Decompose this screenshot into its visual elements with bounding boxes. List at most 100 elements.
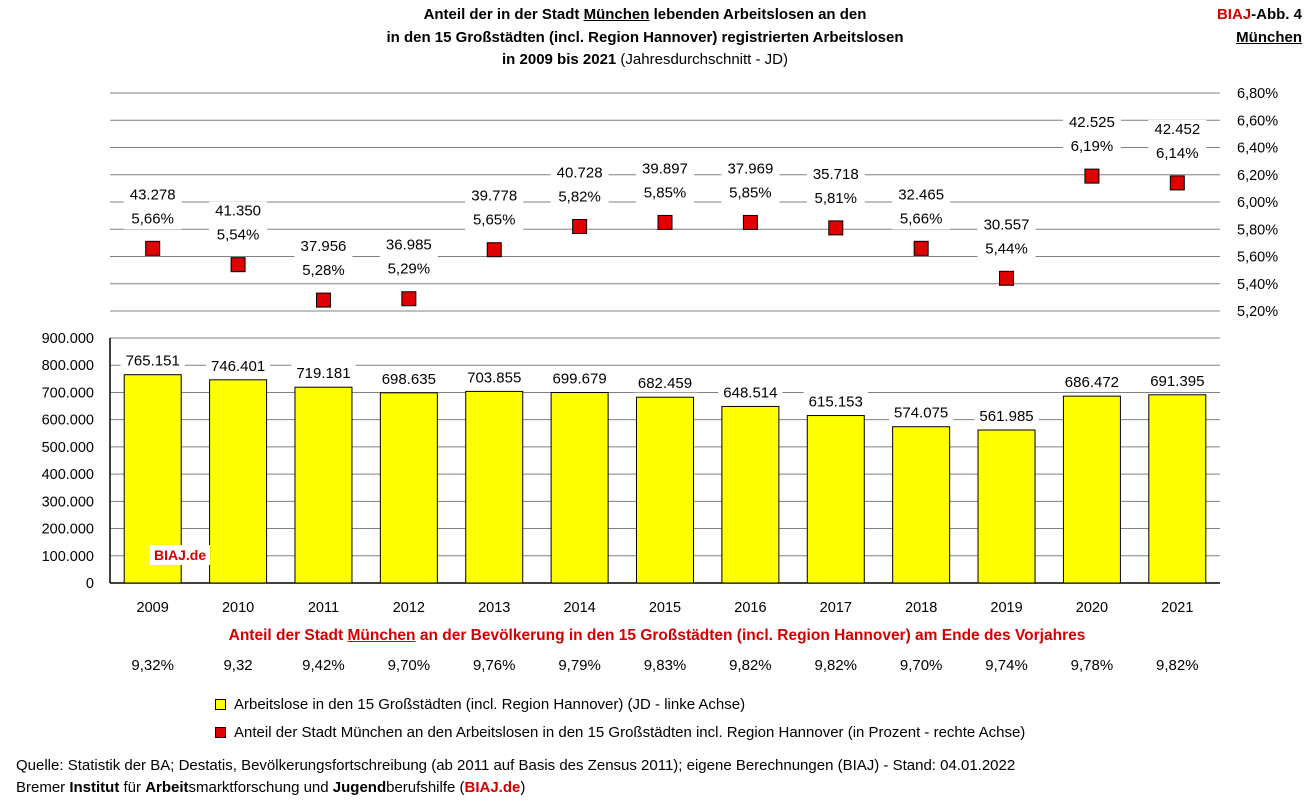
x-tick-label: 2010 xyxy=(222,600,254,616)
left-tick-label: 900.000 xyxy=(42,331,94,347)
population-share-value: 9,82% xyxy=(729,657,772,674)
bar xyxy=(465,390,524,584)
inst-part: Jugend xyxy=(332,779,387,796)
bar xyxy=(636,396,694,584)
marker-point xyxy=(315,292,331,308)
marker-point xyxy=(1084,168,1100,184)
title-line1-post: lebenden Arbeitslosen an den xyxy=(649,6,867,23)
bar-value-label: 765.151 xyxy=(126,353,180,370)
left-tick-label: 100.000 xyxy=(42,549,94,565)
share-title-post: an der Bevölkerung in den 15 Großstädten… xyxy=(415,627,1086,644)
inst-part: Bremer xyxy=(16,779,70,796)
x-tick-label: 2016 xyxy=(734,600,766,616)
marker-point xyxy=(657,214,673,230)
source-note: Quelle: Statistik der BA; Destatis, Bevö… xyxy=(16,757,1016,774)
x-tick-label: 2018 xyxy=(905,600,937,616)
title-line2: in den 15 Großstädten (incl. Region Hann… xyxy=(386,28,904,46)
marker-label-bg xyxy=(465,186,524,231)
marker-point xyxy=(1169,175,1185,191)
bar-label-bg xyxy=(120,350,185,370)
bar-label-bg xyxy=(376,368,441,388)
population-share-value: 9,32% xyxy=(131,657,174,674)
marker-percent-label: 5,81% xyxy=(814,190,857,207)
title-line1-pre: Anteil der in der Stadt xyxy=(423,6,584,23)
marker-count-label: 39.778 xyxy=(471,188,517,205)
marker-count-label: 43.278 xyxy=(130,186,176,203)
bar-value-label: 686.472 xyxy=(1065,374,1119,391)
right-tick-label: 5,20% xyxy=(1237,304,1278,320)
inst-link: BIAJ.de xyxy=(464,779,521,796)
marker-label-bg xyxy=(977,215,1036,260)
title-line3-rest: (Jahresdurchschnitt - JD) xyxy=(616,51,788,68)
bar-label-bg xyxy=(1059,372,1125,392)
marker-percent-label: 5,29% xyxy=(388,261,431,278)
x-tick-label: 2020 xyxy=(1076,600,1108,616)
bar xyxy=(892,426,951,584)
marker-percent-label: 5,28% xyxy=(302,262,345,279)
right-tick-label: 6,20% xyxy=(1237,168,1278,184)
bar xyxy=(379,392,438,584)
marker-label-bg xyxy=(636,159,694,204)
chart-title: Anteil der in der Stadt München lebenden… xyxy=(280,4,1010,72)
population-share-value: 9,32 xyxy=(223,657,253,674)
bar xyxy=(294,386,353,584)
marker-percent-label: 5,44% xyxy=(985,240,1028,257)
marker-point xyxy=(230,257,246,273)
marker-percent-label: 5,65% xyxy=(473,212,516,229)
marker-percent-label: 5,54% xyxy=(217,227,260,244)
bar-value-label: 719.181 xyxy=(296,365,350,382)
right-tick-label: 6,60% xyxy=(1237,113,1278,129)
marker-percent-label: 5,66% xyxy=(900,210,943,227)
population-share-value: 9,82% xyxy=(814,657,858,674)
marker-count-label: 37.956 xyxy=(301,238,347,255)
x-tick-label: 2011 xyxy=(308,600,339,616)
marker-label-bg xyxy=(892,185,951,230)
bar-value-label: 746.401 xyxy=(211,358,265,375)
x-tick-label: 2019 xyxy=(990,600,1022,616)
marker-count-label: 41.350 xyxy=(215,203,261,220)
figure-city: München xyxy=(1236,28,1302,46)
legend-label-bars: Arbeitslose in den 15 Großstädten (incl.… xyxy=(234,696,746,713)
population-share-value: 9,78% xyxy=(1070,657,1114,674)
x-tick-label: 2021 xyxy=(1161,600,1193,616)
bar xyxy=(1062,395,1121,584)
marker-count-label: 40.728 xyxy=(557,165,603,182)
title-city: München xyxy=(583,6,650,23)
population-share-value: 9,74% xyxy=(985,657,1028,674)
bar-value-label: 682.459 xyxy=(638,375,692,392)
right-tick-label: 6,40% xyxy=(1237,141,1278,157)
share-title-pre: Anteil der Stadt xyxy=(228,627,348,644)
bar-label-bg xyxy=(462,367,527,387)
bar-value-label: 615.153 xyxy=(809,394,863,411)
population-share-value: 9,76% xyxy=(472,657,516,674)
bar-value-label: 698.635 xyxy=(382,371,436,388)
marker-label-bg xyxy=(209,201,268,246)
bar xyxy=(550,392,609,584)
chart-canvas: 0 100.000 200.000 300.000 400.000 500.000 600.… xyxy=(42,86,1279,616)
inst-part: für xyxy=(119,779,146,796)
right-tick-label: 5,60% xyxy=(1237,250,1278,266)
x-tick-label: 2009 xyxy=(137,600,169,616)
marker-count-label: 30.557 xyxy=(984,216,1030,233)
legend-item-bars: Arbeitslose in den 15 Großstädten (incl.… xyxy=(215,696,745,713)
population-share-value: 9,83% xyxy=(643,657,687,674)
marker-percent-label: 5,82% xyxy=(558,189,601,206)
marker-point xyxy=(145,240,161,256)
left-tick-label: 0 xyxy=(86,576,94,592)
left-tick-label: 700.000 xyxy=(42,385,94,401)
right-tick-label: 5,40% xyxy=(1237,277,1278,293)
bar-label-bg xyxy=(1145,370,1210,390)
marker-label-bg xyxy=(1148,119,1207,164)
bar-value-label: 574.075 xyxy=(894,405,948,422)
marker-point xyxy=(742,214,758,230)
share-title-city: München xyxy=(347,627,416,644)
biaj-watermark: BIAJ.de xyxy=(150,545,211,565)
left-tick-label: 200.000 xyxy=(42,522,94,538)
marker-label-bg xyxy=(550,163,609,208)
inst-part: smarktforschung und xyxy=(188,779,333,796)
bar-label-bg xyxy=(803,391,868,411)
marker-percent-label: 6,14% xyxy=(1156,145,1199,162)
population-share-value: 9,70% xyxy=(899,657,943,674)
left-tick-label: 500.000 xyxy=(42,440,94,456)
institute-line: Bremer Institut für Arbeitsmarktforschun… xyxy=(16,779,525,796)
